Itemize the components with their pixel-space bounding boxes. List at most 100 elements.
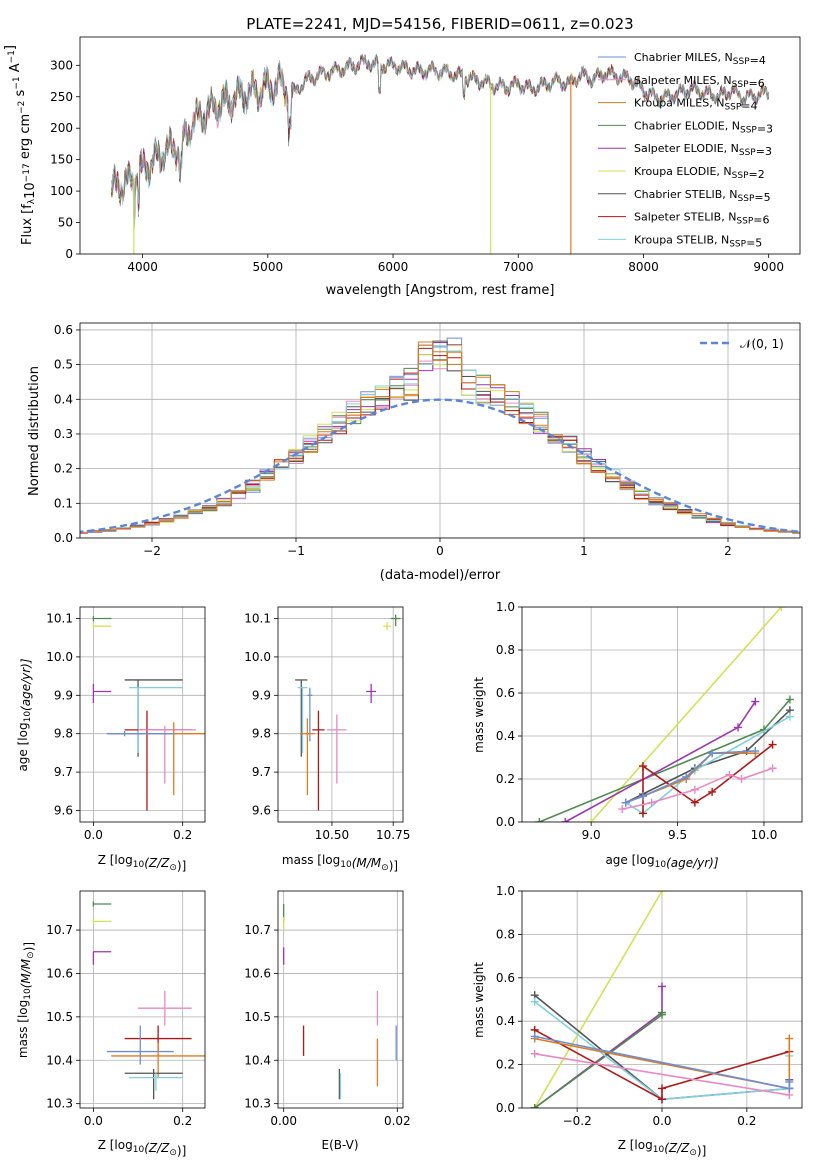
- y-tick-label: 9.8: [54, 727, 73, 741]
- panel-age_vs_z: 0.0 0.2 9.6 9.7 9.8 9.9 10.0 10.1 Z [log10(Z/Z⊙)…: [16, 606, 206, 873]
- weight-marker: [708, 787, 717, 796]
- weight-marker: [768, 740, 777, 749]
- errorbar-point-salpeter_elodie: [92, 683, 112, 703]
- axes-frame: [277, 890, 404, 1109]
- x-tick-label: 10.75: [376, 828, 410, 842]
- legend-label: Kroupa ELODIE, NSSP=2: [634, 165, 765, 181]
- weight-marker: [658, 1008, 666, 1017]
- plot-area-spectrum: [110, 53, 770, 254]
- errorbar-point-chabrier_miles: [106, 1025, 174, 1065]
- y-tick-label: 10.7: [46, 923, 73, 937]
- weight-marker: [785, 1034, 794, 1043]
- histogram-kroupa_elodie: [80, 345, 800, 534]
- errorbar-point-salpeter_miles: [138, 990, 192, 1026]
- legend-label: Kroupa MILES, NSSP=4: [634, 97, 758, 113]
- y-tick-label: 9.9: [54, 688, 73, 702]
- y-tick-label: 10.1: [46, 612, 73, 626]
- panel-spectrum: 4000 5000 6000 7000 8000 9000 0 50 100 150 200 250 3…: [3, 36, 801, 298]
- weight-marker: [618, 805, 627, 814]
- errorbar-point-salpeter_miles: [327, 714, 347, 784]
- legend-label: Chabrier ELODIE, NSSP=3: [634, 119, 773, 135]
- weight-marker: [530, 1104, 539, 1108]
- x-axis-label: E(B-V): [321, 1138, 358, 1152]
- weight-marker: [785, 695, 794, 704]
- x-tick-label: 6000: [378, 260, 409, 274]
- weight-marker: [751, 747, 760, 756]
- weight-line-salpeter_elodie: [564, 701, 756, 822]
- weight-marker: [737, 775, 746, 783]
- weight-marker: [690, 785, 699, 794]
- y-tick-label: 10.6: [244, 966, 271, 980]
- y-tick-label: 0.3: [54, 427, 73, 441]
- weight-marker: [725, 770, 734, 779]
- x-tick-label: 0.2: [737, 1114, 756, 1128]
- legend-label: Salpeter STELIB, NSSP=6: [634, 211, 770, 227]
- y-tick-label: 0.0: [496, 1101, 515, 1115]
- y-tick-label: 10.3: [46, 1097, 73, 1111]
- weight-line-kroupa_elodie: [534, 891, 663, 1108]
- y-tick-label: 200: [50, 121, 73, 135]
- axes-frame: [521, 890, 803, 1109]
- y-tick-label: 0.0: [496, 815, 515, 829]
- legend-label: Chabrier STELIB, NSSP=5: [634, 188, 771, 204]
- y-tick-label: 0.5: [54, 358, 73, 372]
- x-tick-label: 10.0: [751, 828, 778, 842]
- x-tick-label: −2: [143, 544, 161, 558]
- y-tick-label: 0.6: [496, 971, 515, 985]
- y-tick-label: 10.0: [244, 650, 271, 664]
- panel-mass_vs_ebv: 0.00 0.02 10.3 10.4 10.5 10.6 10.7 E(B-V): [244, 890, 411, 1152]
- weight-marker: [530, 997, 539, 1006]
- errorbar-point-salpeter_stelib: [124, 710, 192, 811]
- errorbar-point-chabrier_stelib: [295, 679, 308, 757]
- x-tick-label: 10.50: [315, 828, 349, 842]
- plot-area-weight_vs_z: [522, 891, 802, 1108]
- y-tick-label: 10.5: [46, 1010, 73, 1024]
- y-tick-label: 100: [50, 184, 73, 198]
- plot-area-age_vs_mass: [278, 607, 403, 822]
- weight-marker: [561, 818, 570, 822]
- x-tick-label: 5000: [253, 260, 284, 274]
- weight-marker: [777, 607, 786, 611]
- y-axis-label: mass [log10(M/M⊙)]: [16, 942, 36, 1058]
- weight-marker: [785, 712, 794, 721]
- histogram-chabrier_stelib: [80, 340, 800, 533]
- axes-frame: [79, 606, 206, 823]
- x-axis-label: Z [log10(Z/Z⊙)]: [98, 1138, 187, 1158]
- weight-line-kroupa_stelib: [625, 715, 791, 815]
- y-tick-label: 0.8: [496, 927, 515, 941]
- figure-title: PLATE=2241, MJD=54156, FIBERID=0611, z=0…: [246, 15, 633, 33]
- legend-label: Kroupa STELIB, NSSP=5: [634, 233, 762, 249]
- errorbar-point-salpeter_elodie: [366, 683, 377, 703]
- y-tick-label: 9.7: [54, 765, 73, 779]
- y-tick-label: 10.3: [244, 1097, 271, 1111]
- errorbar-point-chabrier_elodie: [92, 615, 112, 622]
- x-axis-label: age [log10(age/yr)]: [605, 853, 718, 870]
- x-tick-label: 1: [580, 544, 588, 558]
- y-tick-label: 0.1: [54, 496, 73, 510]
- x-tick-label: 0.0: [652, 1114, 671, 1128]
- errorbar-point-salpeter_stelib: [312, 710, 325, 811]
- y-tick-label: 10.4: [244, 1053, 271, 1067]
- axes-frame: [521, 606, 803, 823]
- weight-marker: [530, 1049, 539, 1058]
- y-axis-label: mass weight: [472, 962, 486, 1038]
- errorbar-point-salpeter_miles: [138, 726, 197, 784]
- weight-marker: [768, 764, 777, 773]
- legend-label: Salpeter MILES, NSSP=6: [634, 74, 765, 90]
- panel-residuals: −2 −1 0 1 2 0.0 0.1 0.2 0.3 0.4 0.5 0.6 𝒩(0, 1) (data…: [27, 322, 801, 583]
- y-tick-label: 50: [58, 216, 73, 230]
- y-tick-label: 0.4: [54, 392, 73, 406]
- errorbar-point-chabrier_stelib: [124, 1068, 183, 1100]
- errorbar-point-chabrier_elodie: [390, 614, 401, 627]
- errorbar-point-salpeter_elodie: [92, 951, 112, 965]
- y-tick-label: 9.6: [252, 803, 271, 817]
- x-tick-label: 9.0: [582, 828, 601, 842]
- weight-marker: [785, 1077, 794, 1086]
- x-tick-label: 9000: [753, 260, 784, 274]
- y-tick-label: 250: [50, 90, 73, 104]
- y-tick-label: 1.0: [496, 600, 515, 614]
- weight-marker: [638, 762, 647, 771]
- y-tick-label: 10.5: [244, 1010, 271, 1024]
- errorbar-point-kroupa_elodie: [92, 623, 112, 629]
